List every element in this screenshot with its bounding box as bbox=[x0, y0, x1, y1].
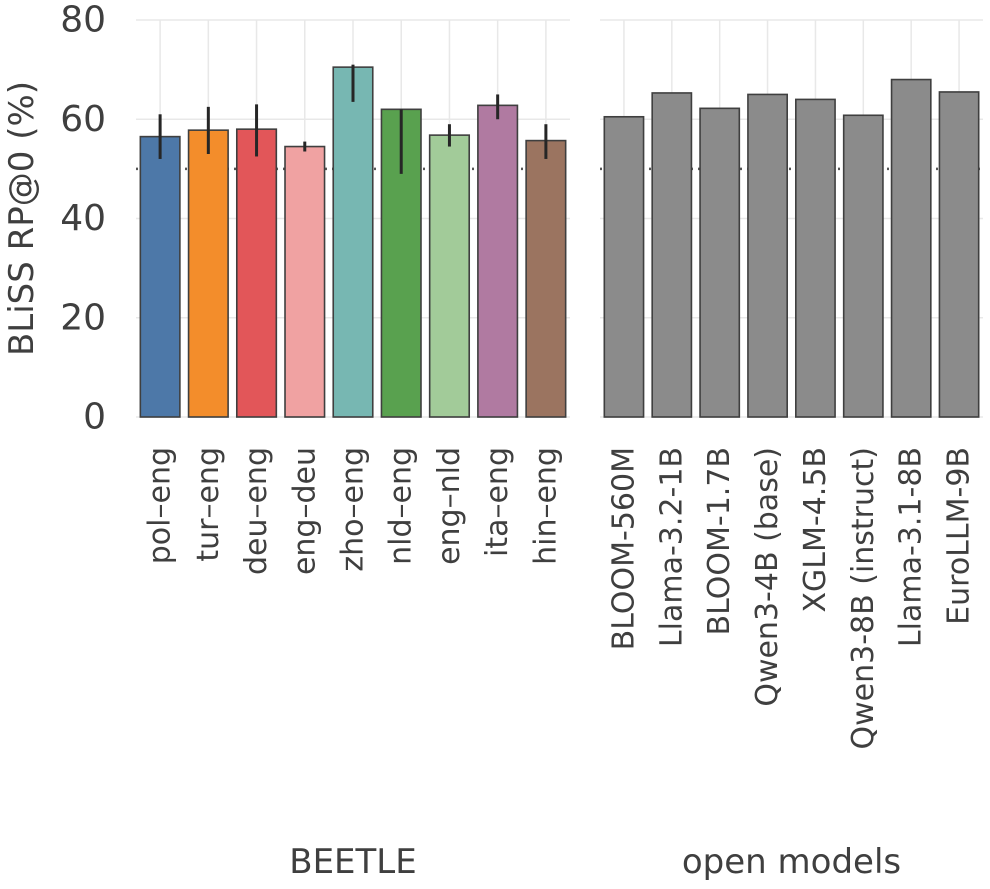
x-tick-label: XGLM-4.5B bbox=[798, 447, 833, 613]
y-tick-label: 80 bbox=[60, 0, 106, 41]
x-tick-label: Qwen3-4B (base) bbox=[750, 447, 785, 707]
x-tick-label: hin–eng bbox=[528, 447, 563, 565]
bar-Llama-3.2-1B bbox=[651, 92, 693, 418]
bar-ita–eng bbox=[477, 104, 519, 418]
y-tick-label: 40 bbox=[60, 198, 106, 239]
x-tick-label: BLOOM-1.7B bbox=[702, 447, 737, 635]
bar-hin–eng bbox=[525, 139, 567, 418]
y-axis-label: BLiSS RP@0 (%) bbox=[2, 81, 42, 356]
bar-Qwen3-4B (base) bbox=[747, 93, 788, 418]
bar-pol–eng bbox=[139, 135, 181, 418]
x-tick-label: deu–eng bbox=[239, 447, 274, 575]
x-tick-label: pol–eng bbox=[143, 447, 178, 564]
x-axis-label: open models bbox=[682, 842, 901, 882]
x-tick-label: eng–nld bbox=[432, 447, 467, 565]
bar-tur–eng bbox=[187, 129, 229, 418]
bar-zho–eng bbox=[332, 66, 374, 418]
bar-eng–deu bbox=[284, 145, 326, 418]
x-tick-label: EuroLLM-9B bbox=[942, 447, 977, 625]
x-tick-label: eng–deu bbox=[287, 447, 322, 575]
x-axis-label: BEETLE bbox=[289, 842, 416, 882]
y-tick-label: 20 bbox=[60, 297, 106, 338]
x-tick-label: zho–eng bbox=[336, 447, 371, 572]
x-tick-label: nld–eng bbox=[384, 447, 419, 565]
x-tick-label: ita–eng bbox=[480, 447, 515, 557]
x-tick-label: BLOOM-560M bbox=[606, 447, 641, 650]
bar-deu–eng bbox=[235, 128, 278, 418]
x-tick-label: Llama-3.1-8B bbox=[894, 447, 929, 647]
y-tick-label: 0 bbox=[83, 397, 106, 438]
y-tick-label: 60 bbox=[60, 99, 106, 140]
bar-BLOOM-1.7B bbox=[699, 107, 741, 418]
bar-BLOOM-560M bbox=[603, 115, 645, 418]
x-tick-label: Qwen3-8B (instruct) bbox=[846, 447, 881, 750]
bar-eng–nld bbox=[428, 134, 471, 418]
bar-XGLM-4.5B bbox=[795, 98, 836, 418]
bar-EuroLLM-9B bbox=[938, 91, 980, 418]
bar-Llama-3.1-8B bbox=[890, 78, 932, 418]
x-tick-label: Llama-3.2-1B bbox=[654, 447, 689, 647]
bar-Qwen3-8B (instruct) bbox=[842, 114, 884, 418]
x-tick-label: tur–eng bbox=[191, 447, 226, 562]
